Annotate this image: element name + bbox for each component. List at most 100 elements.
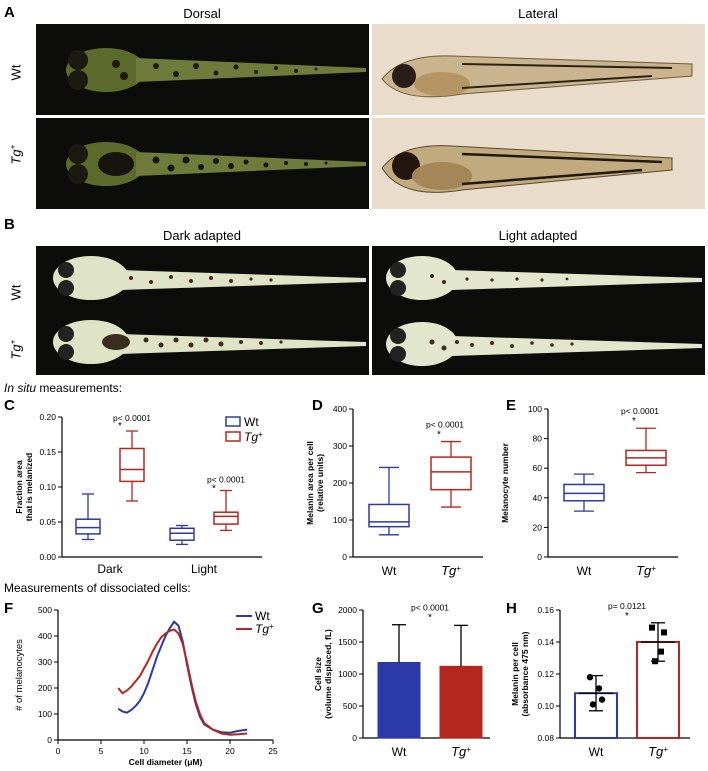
photo-dorsal-tg: [36, 118, 369, 209]
chart-f-line-tg: [117, 628, 248, 736]
chart-h-ytick-label: 0.14: [537, 637, 554, 647]
chart-g-ylabel: (volume displaced, fL): [323, 629, 333, 719]
chart-g-bar-wt: [377, 661, 421, 739]
chart-d-star: *: [437, 430, 441, 441]
chart-e-pvalue: p< 0.0001: [621, 406, 659, 416]
chart-f-legend-wt-label: Wt: [255, 609, 270, 623]
chart-e-ytick-label: 40: [533, 493, 543, 503]
chart-c-light-tg-box: [213, 511, 239, 525]
photo-lateral-wt: [372, 24, 705, 115]
chart-h-ytick-label: 0.12: [537, 669, 554, 679]
row-label-wt-b: Wt: [8, 284, 24, 301]
chart-g-xtick-tg: Tg+: [451, 744, 471, 759]
panel-label-b: B: [4, 216, 15, 233]
photo-lateral-tg: [372, 118, 705, 209]
chart-e-ytick-label: 20: [533, 522, 543, 532]
row-label-tg-b: Tg+: [8, 339, 24, 360]
chart-f-ytick-label: 500: [38, 605, 52, 615]
fish-light-adapted-image: [386, 256, 702, 366]
chart-h-ylabel: (absorbance 475 nm): [520, 631, 530, 716]
chart-g-ytick-label: 1500: [338, 637, 357, 647]
chart-e-melanocyte-number: 0 20 40 60 80 100 Melanocyte number Wt Tg+ p< 0.0…: [502, 404, 678, 578]
chart-c-dark-wt-box: [75, 518, 101, 535]
chart-g-ylabel: Cell size: [313, 657, 323, 691]
chart-c-legend-tg-swatch: [225, 431, 241, 442]
chart-g-xtick-wt: Wt: [392, 745, 407, 759]
chart-c-ylabel: that is melanized: [24, 453, 34, 522]
chart-e-xtick-tg: Tg+: [636, 563, 656, 578]
chart-c-fraction-melanized: 0.00 0.05 0.10 0.15 0.20 Fraction area that is…: [14, 412, 263, 576]
chart-h-point-wt: [598, 696, 606, 703]
chart-g-ytick-label: 0: [352, 733, 357, 743]
chart-f-xtick-label: 20: [225, 746, 235, 756]
fish-dorsal-wt-image: [66, 48, 366, 92]
chart-g-ytick-label: 500: [343, 701, 357, 711]
chart-d-ytick-label: 100: [333, 515, 347, 525]
photo-light-adapted: [372, 246, 705, 375]
chart-f-line-wt: [117, 620, 248, 734]
row-label-wt-a: Wt: [8, 64, 24, 81]
chart-d-wt-box: [368, 503, 410, 528]
panel-label-a: A: [4, 4, 15, 21]
panel-label-e: E: [506, 397, 517, 414]
chart-h-point-tg: [649, 624, 655, 631]
fish-lateral-wt-image: [381, 55, 693, 98]
chart-h-point-tg: [661, 629, 667, 636]
chart-d-pvalue: p< 0.0001: [426, 420, 464, 430]
chart-d-tg-box: [430, 456, 472, 491]
chart-d-ylabel: (relative units): [315, 454, 325, 512]
chart-c-ytick-label: 0.05: [39, 517, 56, 527]
photo-dorsal-wt: [36, 24, 369, 115]
chart-h-pvalue: p= 0.0121: [608, 601, 646, 611]
col-title-light-adapted: Light adapted: [498, 228, 578, 243]
photo-dark-adapted: [36, 246, 369, 375]
chart-c-legend-wt-label: Wt: [244, 415, 259, 429]
chart-c-legend-wt-swatch: [225, 416, 241, 427]
chart-h-xtick-wt: Wt: [589, 745, 604, 759]
chart-c-ytick-label: 0.00: [39, 552, 56, 562]
chart-d-melanin-area: 0 100 200 300 400 Melanin area per cell (relat…: [305, 404, 483, 578]
chart-f-xtick-label: 15: [182, 746, 192, 756]
chart-h-point-wt: [589, 701, 597, 708]
chart-d-ytick-label: 400: [333, 404, 347, 414]
chart-e-ytick-label: 100: [528, 404, 542, 414]
chart-h-ytick-label: 0.08: [537, 733, 554, 743]
panel-label-f: F: [4, 600, 14, 617]
chart-f-ytick-label: 0: [47, 735, 52, 745]
chart-c-star-dark: *: [118, 421, 122, 432]
chart-f-xlabel: Cell diameter (μM): [129, 757, 203, 767]
chart-e-xtick-wt: Wt: [577, 564, 592, 578]
chart-f-ytick-label: 300: [38, 657, 52, 667]
chart-h-point-tg: [658, 648, 664, 655]
insitu-caption: In situ measurements:: [4, 381, 123, 395]
panel-label-h: H: [506, 600, 517, 617]
chart-e-ytick-label: 0: [537, 552, 542, 562]
chart-f-ytick-label: 100: [38, 709, 52, 719]
chart-h-point-wt: [595, 685, 603, 692]
chart-e-ytick-label: 80: [533, 434, 543, 444]
chart-g-bar-tg: [439, 665, 483, 739]
chart-g-ytick-label: 1000: [338, 669, 357, 679]
chart-d-xtick-wt: Wt: [382, 564, 397, 578]
chart-c-ylabel: Fraction area: [14, 460, 24, 514]
col-title-dorsal: Dorsal: [183, 6, 221, 21]
fish-lateral-tg-image: [381, 145, 673, 193]
chart-f-cell-diameter: 0 100 200 300 400 500 0 5 10 15 20 25 Cell diameter …: [14, 605, 278, 767]
chart-e-ylabel: Melanocyte number: [502, 442, 510, 523]
chart-h-xtick-tg: Tg+: [648, 744, 668, 759]
chart-h-ylabel: Melanin per cell: [510, 642, 520, 706]
chart-f-xtick-label: 10: [139, 746, 149, 756]
chart-g-ytick-label: 2000: [338, 605, 357, 615]
col-title-lateral: Lateral: [518, 6, 558, 21]
chart-c-pvalue-light: p< 0.0001: [207, 475, 245, 485]
chart-c-dark-tg-box: [119, 447, 145, 483]
fish-dark-adapted-image: [53, 256, 366, 364]
chart-c-ytick-label: 0.10: [39, 482, 56, 492]
chart-c-xtick-light: Light: [191, 562, 218, 576]
chart-e-ytick-label: 60: [533, 463, 543, 473]
panel-label-c: C: [4, 397, 15, 414]
chart-f-ytick-label: 200: [38, 683, 52, 693]
chart-g-star: *: [428, 613, 432, 624]
chart-f-xtick-label: 0: [56, 746, 61, 756]
chart-c-light-wt-box: [169, 527, 195, 541]
